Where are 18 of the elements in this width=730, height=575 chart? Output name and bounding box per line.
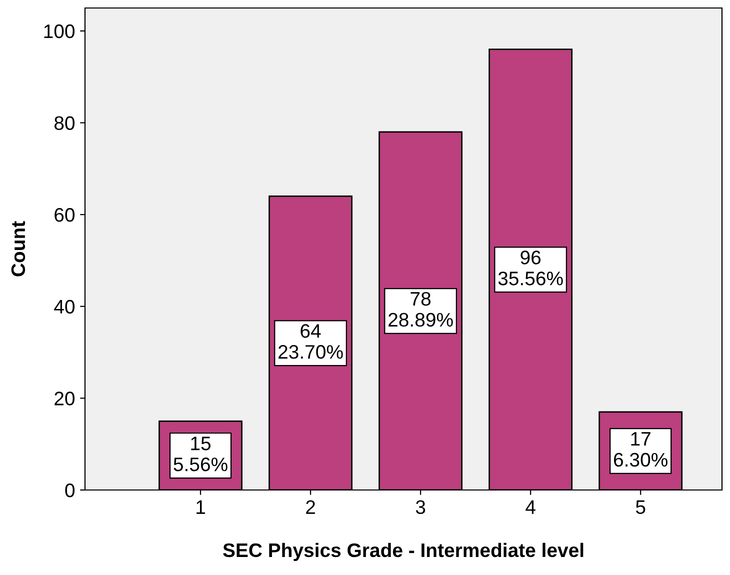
x-axis-title: SEC Physics Grade - Intermediate level bbox=[223, 542, 584, 561]
data-label: 78 28.89% bbox=[388, 292, 453, 327]
x-tick-label: 1 bbox=[196, 500, 205, 514]
data-label: 15 5.56% bbox=[174, 436, 228, 472]
y-axis-title: Count bbox=[11, 221, 26, 276]
data-label: 64 23.70% bbox=[278, 324, 343, 359]
data-label: 96 35.56% bbox=[498, 250, 563, 286]
y-tick-label: 60 bbox=[54, 208, 75, 222]
y-tick-label: 20 bbox=[54, 392, 75, 406]
x-tick-label: 4 bbox=[526, 500, 536, 514]
x-tick-label: 5 bbox=[636, 500, 646, 514]
y-tick-label: 40 bbox=[54, 300, 75, 314]
data-label: 17 6.30% bbox=[614, 432, 668, 467]
y-tick-label: 100 bbox=[44, 24, 75, 38]
y-tick-label: 80 bbox=[54, 116, 75, 130]
y-tick-label: 0 bbox=[65, 483, 75, 498]
x-tick-label: 3 bbox=[416, 500, 426, 514]
x-tick-label: 2 bbox=[306, 500, 315, 514]
